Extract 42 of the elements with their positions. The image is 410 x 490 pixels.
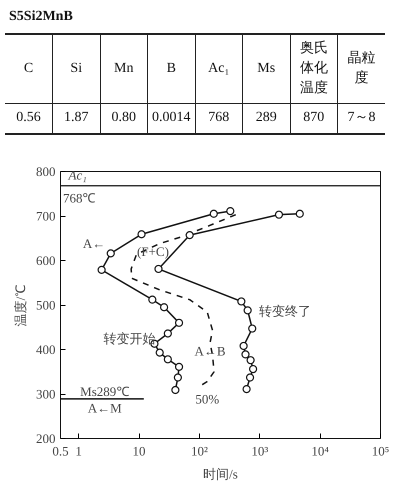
x-tick-label: 10² (190, 444, 208, 458)
text: 晶粒度 (338, 34, 385, 104)
chart-title: S5Si2MnB (9, 8, 74, 26)
annotation: Ms289℃ (80, 384, 130, 399)
text: 0.80 (100, 104, 148, 134)
annotation: A← (82, 236, 106, 252)
text: 7～8 (338, 104, 385, 134)
text: 768 (195, 104, 242, 134)
text: 0.0014 (148, 104, 195, 134)
x-tick-label: 1 (75, 444, 82, 458)
text: Ms (242, 34, 290, 104)
text: Mn (100, 34, 148, 104)
text: C (5, 34, 52, 104)
text: 0.56 (15, 109, 42, 128)
text: B (148, 34, 195, 104)
text: Ac₁ (195, 34, 242, 104)
annotation: 768℃ (63, 190, 96, 206)
text: 1.87 (52, 104, 100, 134)
y-tick-label: 200 (36, 431, 56, 446)
x-axis-title: 时间/s (203, 466, 238, 482)
ref-line-label: Ac₁ (68, 168, 87, 183)
text: 奥氏体化温度 (290, 34, 338, 104)
y-tick-label: 400 (36, 342, 56, 357)
y-tick-label: 700 (36, 208, 56, 224)
x-tick-label: 10³ (251, 444, 268, 458)
x-tick-label: 0.5 (52, 444, 69, 458)
annotation: A←M (88, 400, 122, 416)
y-axis-title: 温度/℃ (13, 284, 28, 326)
y-tick-label: 500 (36, 298, 56, 312)
x-tick-label: 10⁵ (372, 444, 390, 458)
text: Si (52, 34, 100, 104)
annotation: (F+C) (137, 244, 169, 260)
x-tick-label: 10⁴ (311, 444, 330, 458)
y-tick-label: 300 (36, 386, 56, 402)
y-tick-label: 600 (36, 253, 56, 268)
y-tick-label: 800 (36, 164, 56, 179)
x-tick-label: 10 (132, 444, 146, 458)
text: 289 (242, 104, 290, 134)
annotation: 50% (195, 391, 220, 406)
annotation: 转变终了 (258, 303, 311, 318)
annotation: 转变开始 (104, 330, 156, 346)
text: 870 (290, 104, 338, 134)
